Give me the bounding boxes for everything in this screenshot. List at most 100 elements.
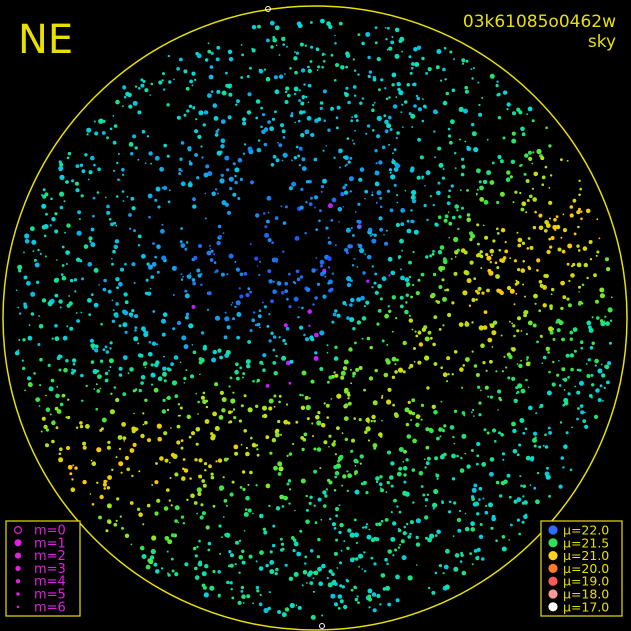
star	[305, 337, 309, 342]
star	[334, 309, 338, 313]
star	[277, 472, 282, 476]
star	[512, 448, 518, 454]
star	[302, 569, 308, 575]
star	[159, 166, 165, 172]
star	[342, 301, 347, 305]
star	[443, 424, 447, 428]
star	[525, 211, 528, 214]
star	[111, 262, 114, 266]
star	[432, 342, 436, 347]
star	[176, 440, 181, 445]
star	[246, 364, 251, 369]
star	[408, 318, 413, 323]
star	[599, 384, 603, 388]
star	[419, 155, 424, 160]
star	[225, 532, 231, 538]
star	[209, 244, 211, 247]
star	[259, 360, 264, 365]
star	[345, 303, 348, 306]
star	[271, 241, 274, 244]
star	[569, 337, 573, 341]
star	[161, 223, 164, 226]
star	[442, 372, 448, 378]
star	[363, 551, 366, 554]
star	[69, 472, 73, 476]
star	[248, 554, 253, 559]
star	[501, 546, 507, 552]
star	[418, 330, 420, 332]
star	[346, 546, 350, 550]
star	[496, 80, 499, 83]
star	[23, 251, 25, 254]
star	[134, 326, 138, 329]
star	[166, 408, 170, 412]
star	[399, 238, 404, 244]
star	[407, 400, 411, 404]
star	[348, 176, 354, 182]
star	[219, 552, 222, 555]
star	[112, 140, 117, 145]
star	[462, 290, 468, 296]
star	[113, 386, 117, 389]
star	[220, 272, 225, 277]
star	[306, 115, 312, 121]
star	[334, 244, 337, 247]
star	[278, 74, 284, 79]
star	[346, 470, 349, 473]
star	[401, 50, 403, 53]
star	[448, 510, 452, 514]
star	[225, 504, 228, 507]
star	[59, 306, 62, 309]
star	[92, 214, 95, 218]
star	[482, 224, 485, 227]
star	[297, 605, 302, 610]
star	[188, 104, 193, 109]
star	[237, 197, 241, 200]
star	[130, 543, 133, 546]
star	[595, 388, 600, 393]
star	[442, 259, 448, 265]
star	[193, 255, 198, 260]
star	[330, 219, 334, 222]
star	[347, 100, 351, 105]
legend-marker	[14, 552, 22, 559]
star	[263, 127, 269, 132]
star	[74, 181, 79, 186]
star	[316, 555, 320, 559]
star	[395, 598, 400, 603]
star	[416, 45, 422, 50]
star	[96, 389, 101, 393]
star	[506, 170, 511, 175]
star	[596, 250, 600, 254]
star	[284, 90, 288, 94]
star	[151, 484, 154, 486]
star	[374, 170, 380, 176]
star	[280, 537, 283, 541]
star	[561, 367, 566, 372]
star	[379, 487, 382, 489]
star	[586, 374, 591, 378]
star	[475, 289, 478, 293]
star	[346, 282, 352, 288]
star	[111, 468, 114, 471]
star	[88, 313, 92, 316]
star	[492, 320, 498, 325]
star	[115, 397, 120, 403]
star	[150, 363, 154, 367]
star	[303, 83, 306, 86]
star	[210, 249, 214, 253]
star	[376, 593, 381, 599]
star	[566, 297, 570, 301]
star	[415, 414, 421, 419]
star	[339, 584, 343, 588]
star	[114, 239, 120, 244]
star	[117, 153, 120, 155]
star	[448, 189, 452, 193]
star	[519, 418, 525, 423]
star	[310, 614, 316, 620]
star	[105, 196, 107, 199]
star	[372, 129, 375, 132]
star	[452, 435, 455, 439]
star	[368, 376, 374, 381]
star	[398, 510, 402, 514]
